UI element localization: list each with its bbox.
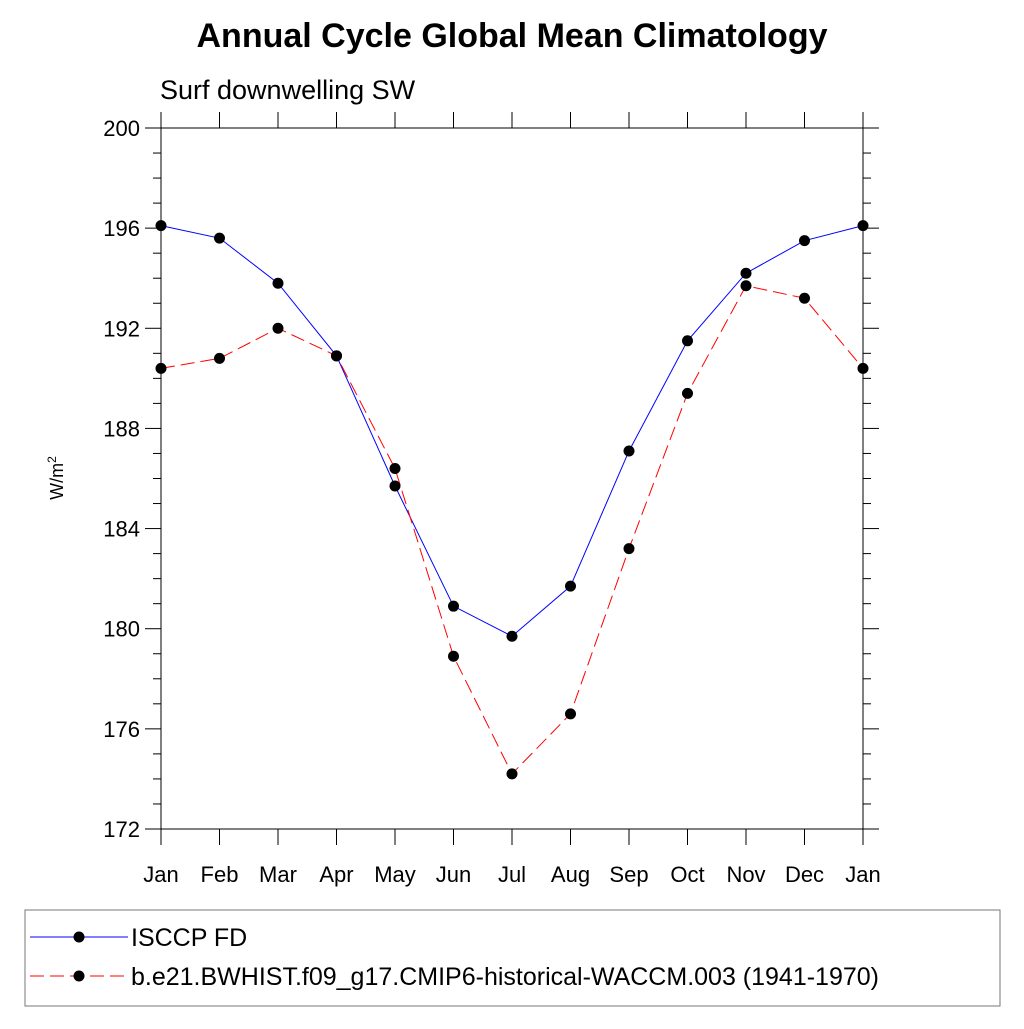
series-2-point bbox=[331, 350, 342, 362]
series-1-point bbox=[214, 232, 225, 244]
series-line-2 bbox=[160, 285, 864, 775]
series-1-point bbox=[565, 580, 576, 592]
series-2-point bbox=[448, 650, 459, 662]
legend-box bbox=[24, 909, 1001, 1007]
series-1-point bbox=[272, 277, 284, 289]
y-tick-label: 192 bbox=[103, 316, 140, 341]
series-2-point bbox=[623, 543, 635, 555]
y-tick-label: 176 bbox=[103, 717, 140, 742]
legend-marker-2 bbox=[73, 970, 85, 982]
y-tick-label: 188 bbox=[103, 416, 140, 441]
series-1-point bbox=[389, 480, 401, 492]
series-1-point bbox=[623, 445, 635, 457]
series-line-1 bbox=[160, 225, 864, 637]
chart-subtitle: Surf downwelling SW bbox=[160, 75, 416, 105]
y-axis-label-text: W/m bbox=[47, 463, 67, 500]
y-tick-label: 172 bbox=[103, 817, 140, 842]
legend-marker-1 bbox=[73, 931, 85, 943]
series-1-point bbox=[740, 267, 752, 279]
series-2-point bbox=[389, 462, 401, 474]
x-tick-label: Jul bbox=[498, 862, 526, 887]
series-2-point bbox=[682, 387, 693, 399]
series-1-point bbox=[682, 335, 693, 347]
legend-label-1: ISCCP FD bbox=[131, 924, 247, 952]
series-1-point bbox=[506, 630, 518, 642]
svg-text:W/m2: W/m2 bbox=[45, 456, 67, 500]
y-axis-label: W/m2 bbox=[45, 456, 67, 500]
series-2-point bbox=[740, 280, 752, 292]
series-2-point bbox=[799, 292, 810, 304]
x-tick-label: Feb bbox=[201, 862, 239, 887]
x-tick-label: May bbox=[374, 862, 416, 887]
plot-frame bbox=[160, 127, 864, 830]
x-tick-label: Oct bbox=[670, 862, 704, 887]
series-2-point bbox=[506, 768, 518, 780]
y-tick-label: 200 bbox=[103, 116, 140, 141]
x-tick-label: Jun bbox=[436, 862, 471, 887]
series-2-point bbox=[272, 322, 284, 334]
series-1-point bbox=[799, 235, 810, 247]
x-tick-label: Sep bbox=[609, 862, 648, 887]
series-1-point bbox=[448, 600, 459, 612]
x-tick-label: Jan bbox=[143, 862, 178, 887]
series-2-point bbox=[565, 708, 576, 720]
legend-label-2: b.e21.BWHIST.f09_g17.CMIP6-historical-WA… bbox=[131, 963, 879, 991]
x-tick-label: Nov bbox=[726, 862, 765, 887]
x-tick-label: Jan bbox=[845, 862, 880, 887]
chart-title: Annual Cycle Global Mean Climatology bbox=[197, 17, 828, 55]
x-tick-label: Mar bbox=[259, 862, 297, 887]
series-2-point bbox=[214, 352, 225, 364]
y-axis-label-superscript: 2 bbox=[45, 456, 59, 463]
x-tick-label: Dec bbox=[785, 862, 824, 887]
y-tick-label: 196 bbox=[103, 216, 140, 241]
x-tick-label: Apr bbox=[319, 862, 353, 887]
y-tick-label: 180 bbox=[103, 617, 140, 642]
y-tick-label: 184 bbox=[103, 517, 140, 542]
x-tick-label: Aug bbox=[551, 862, 590, 887]
